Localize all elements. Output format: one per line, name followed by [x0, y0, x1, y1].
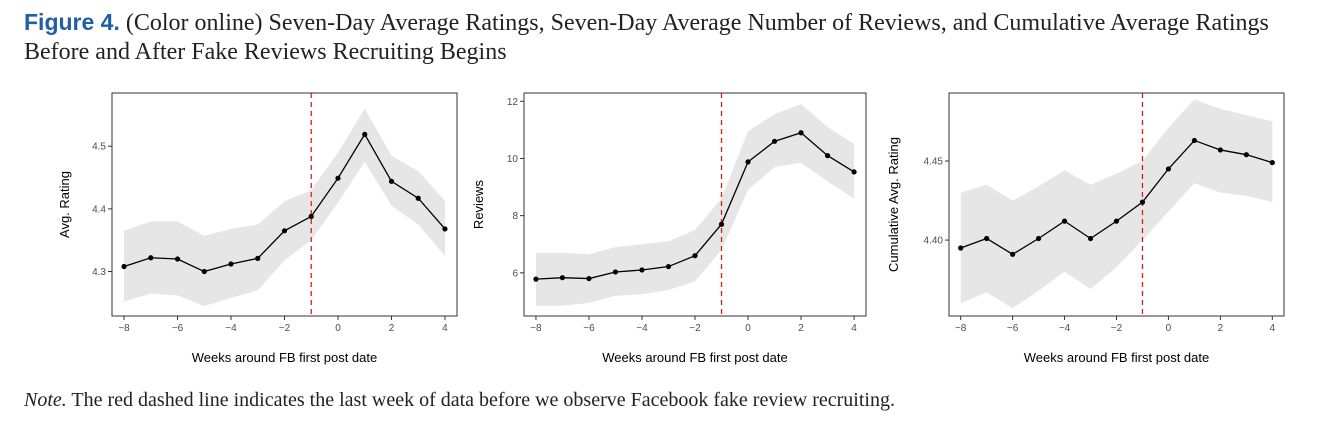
data-point	[1217, 147, 1223, 153]
data-point	[824, 153, 831, 159]
x-tick-label: −8	[955, 323, 967, 334]
note-label: Note.	[24, 389, 67, 411]
data-point	[771, 138, 778, 144]
y-tick-label: 4.45	[924, 157, 944, 168]
confidence-band	[124, 108, 445, 306]
data-point	[958, 245, 964, 251]
x-tick-label: 4	[851, 323, 857, 334]
x-tick-label: −6	[172, 323, 184, 334]
data-point	[718, 221, 725, 227]
chart-panel-3: −8 −6 −4 −2 0 2 4 4.40 4.45 Weeks around FB first…	[886, 92, 1285, 365]
figure-label: Figure 4.	[24, 9, 120, 35]
data-point	[1113, 218, 1120, 224]
x-tick-label: 0	[1166, 323, 1172, 334]
data-point	[559, 275, 566, 281]
data-point	[1035, 235, 1042, 242]
x-tick-label: −6	[1007, 323, 1019, 334]
x-axis-title: Weeks around FB first post date	[192, 350, 377, 365]
y-tick-label: 8	[512, 211, 518, 222]
data-point	[388, 178, 395, 184]
data-point	[1191, 137, 1198, 144]
figure-caption: Figure 4. (Color online) Seven-Day Avera…	[24, 8, 1314, 67]
y-tick-label: 12	[507, 97, 519, 108]
x-tick-label: 2	[389, 323, 395, 334]
x-tick-label: 0	[335, 323, 341, 334]
x-tick-label: −4	[636, 323, 648, 334]
data-point	[174, 256, 181, 262]
data-point	[851, 169, 857, 175]
y-tick-label: 10	[507, 154, 519, 165]
data-point	[201, 268, 207, 275]
data-point	[415, 195, 421, 201]
y-axis-title: Cumulative Avg. Rating	[886, 137, 901, 272]
data-point	[1139, 199, 1146, 205]
data-point	[1061, 218, 1068, 224]
data-point	[148, 255, 154, 261]
data-point	[1269, 159, 1275, 166]
data-point	[612, 269, 619, 275]
data-point	[362, 131, 368, 137]
y-tick-label: 4.5	[92, 142, 106, 153]
note-text: The red dashed line indicates the last w…	[71, 389, 895, 411]
data-point	[255, 255, 261, 261]
chart-panel-2: −8 −6 −4 −2 0 2 4 6 8 10 12 Weeks around FB first p…	[471, 92, 867, 365]
data-point	[281, 228, 288, 234]
x-axis-title: Weeks around FB first post date	[602, 350, 787, 365]
x-tick-label: 2	[798, 323, 804, 334]
y-axis-title: Avg. Rating	[57, 171, 72, 238]
x-tick-label: −6	[583, 323, 595, 334]
data-point	[308, 213, 314, 220]
x-tick-label: −8	[530, 323, 542, 334]
chart-panel-1: −8 −6 −4 −2 0 2 4 4.3 4.4 4.5 Weeks around FB firs…	[57, 92, 458, 365]
x-tick-label: −2	[1111, 323, 1123, 334]
data-point	[798, 130, 804, 136]
data-point	[665, 263, 672, 270]
data-point	[1010, 251, 1016, 257]
x-tick-label: 4	[442, 323, 448, 334]
x-tick-label: 4	[1270, 323, 1276, 334]
data-point	[1087, 235, 1094, 242]
data-point	[1243, 152, 1249, 158]
data-point	[533, 276, 539, 282]
y-tick-label: 6	[512, 268, 518, 279]
y-tick-label: 4.4	[92, 204, 106, 215]
figure-note: Note. The red dashed line indicates the …	[24, 389, 1314, 412]
data-point	[745, 159, 751, 165]
y-tick-label: 4.3	[92, 267, 106, 278]
x-tick-label: 0	[745, 323, 751, 334]
x-tick-label: 2	[1218, 323, 1224, 334]
x-axis-title: Weeks around FB first post date	[1024, 350, 1209, 365]
data-point	[639, 267, 645, 273]
x-tick-label: −4	[225, 323, 237, 334]
confidence-band	[960, 99, 1273, 309]
data-point	[586, 275, 592, 282]
x-tick-label: −2	[279, 323, 291, 334]
data-point	[1165, 166, 1172, 172]
x-tick-label: −8	[118, 323, 130, 334]
figure-caption-text: (Color online) Seven-Day Average Ratings…	[24, 10, 1269, 65]
y-axis-title: Reviews	[471, 179, 486, 229]
confidence-band	[535, 104, 855, 306]
y-tick-label: 4.40	[924, 236, 944, 247]
x-tick-label: −4	[1059, 323, 1071, 334]
data-point	[335, 175, 341, 181]
data-point	[121, 263, 127, 270]
data-point	[692, 253, 698, 259]
data-point	[228, 261, 234, 267]
data-point	[442, 226, 448, 232]
x-tick-label: −2	[689, 323, 701, 334]
data-point	[984, 235, 990, 242]
